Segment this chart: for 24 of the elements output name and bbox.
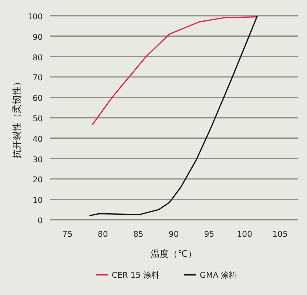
y-tick-label: 90 [32, 32, 43, 42]
y-tick-label: 70 [32, 74, 43, 83]
y-tick-label: 20 [32, 176, 43, 185]
legend-label: GMA 涂料 [200, 271, 238, 280]
x-tick-label: 105 [272, 230, 288, 239]
legend-label: CER 15 涂料 [112, 271, 160, 280]
y-tick-label: 40 [32, 134, 43, 144]
y-tick-label: 0 [38, 216, 43, 226]
y-tick-label: 100 [28, 12, 43, 22]
x-tick-label: 80 [98, 230, 108, 239]
y-tick-label: 80 [32, 53, 43, 62]
x-tick-label: 75 [62, 230, 73, 239]
y-axis-title: 抗开裂性（柔韧性） [12, 78, 23, 158]
x-tick-label: 85 [133, 230, 144, 239]
y-tick-label: 10 [32, 196, 43, 206]
x-tick-label: 90 [168, 230, 180, 239]
x-tick-label: 100 [237, 230, 252, 239]
y-tick-label: 60 [32, 94, 43, 104]
x-axis-title: 温度（℃） [150, 249, 198, 260]
line-series [89, 15, 258, 217]
x-tick-label: 95 [204, 230, 215, 239]
y-tick-label: 30 [32, 155, 43, 164]
line-series [92, 16, 258, 126]
y-tick-label: 50 [32, 114, 43, 124]
